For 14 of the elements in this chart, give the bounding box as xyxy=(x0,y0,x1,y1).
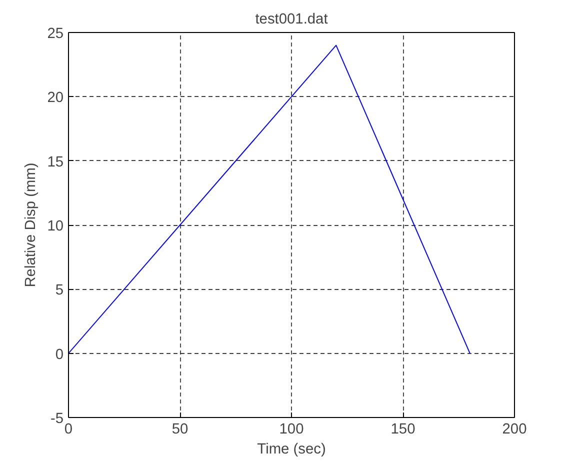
y-tick-label: 25 xyxy=(47,26,64,42)
x-tick-label: 150 xyxy=(390,422,416,438)
y-tick-label: 15 xyxy=(47,154,64,170)
y-tick-label: 0 xyxy=(55,346,64,363)
y-tick-label: 20 xyxy=(47,90,64,106)
x-tick-label: 200 xyxy=(502,422,527,438)
y-tick-label: 5 xyxy=(55,282,64,299)
y-tick-label: 10 xyxy=(47,218,64,234)
x-tick-label: 100 xyxy=(279,422,304,438)
x-tick-label: 50 xyxy=(172,422,188,438)
y-tick-label: -5 xyxy=(50,411,64,427)
y-axis-title: Relative Disp (mm) xyxy=(23,162,40,288)
x-axis-title: Time (sec) xyxy=(257,442,326,458)
chart-title: test001.dat xyxy=(255,12,328,28)
